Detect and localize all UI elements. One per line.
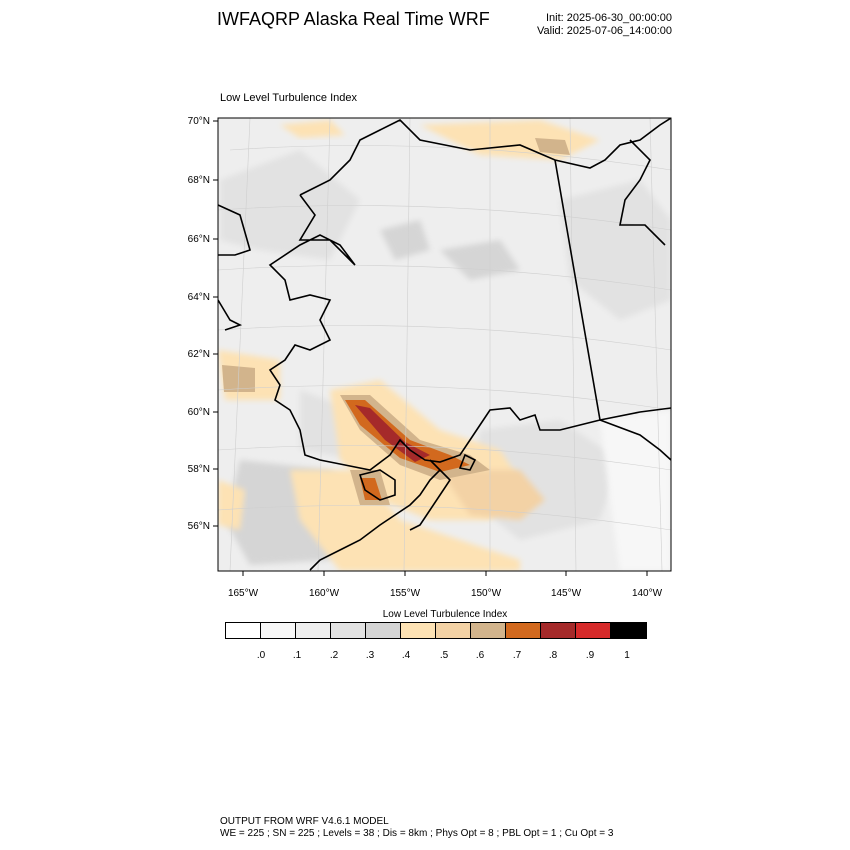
colorbar: [225, 622, 647, 639]
lat-label: 64°N: [188, 292, 210, 303]
colorbar-label: 1: [624, 650, 630, 661]
colorbar-label: .4: [401, 650, 411, 661]
footer-config-line: WE = 225 ; SN = 225 ; Levels = 38 ; Dis …: [220, 828, 614, 839]
lat-label: 66°N: [188, 234, 210, 245]
colorbar-label: .3: [365, 650, 375, 661]
lon-label: 145°W: [551, 588, 582, 599]
turbulence-field: [218, 118, 671, 571]
colorbar-label: .6: [475, 650, 485, 661]
colorbar-label: .9: [585, 650, 595, 661]
colorbar-box: [226, 623, 261, 638]
main-title: IWFAQRP Alaska Real Time WRF: [217, 9, 490, 29]
lon-label: 155°W: [390, 588, 421, 599]
coastline: [218, 118, 671, 571]
colorbar-label: .8: [548, 650, 558, 661]
colorbar-box: [576, 623, 611, 638]
colorbar-box: [471, 623, 506, 638]
run-times: Init: 2025-06-30_00:00:00 Valid: 2025-07…: [537, 12, 672, 38]
lat-label: 60°N: [188, 407, 210, 418]
colorbar-label: .0: [256, 650, 266, 661]
colorbar-box: [541, 623, 576, 638]
lat-label: 70°N: [188, 116, 210, 127]
plot-subtitle: Low Level Turbulence Index: [220, 92, 357, 104]
colorbar-label: .7: [512, 650, 522, 661]
model-footer: OUTPUT FROM WRF V4.6.1 MODEL WE = 225 ; …: [220, 816, 613, 840]
lat-label: 62°N: [188, 349, 210, 360]
lon-label: 160°W: [309, 588, 340, 599]
colorbar-box: [436, 623, 471, 638]
colorbar-box: [506, 623, 541, 638]
lon-label: 140°W: [632, 588, 663, 599]
axis-ticks: [213, 120, 648, 576]
colorbar-box: [611, 623, 646, 638]
colorbar-box: [261, 623, 296, 638]
colorbar-box: [296, 623, 331, 638]
lat-label: 58°N: [188, 464, 210, 475]
colorbar-label: .1: [292, 650, 302, 661]
init-time: Init: 2025-06-30_00:00:00: [546, 12, 672, 24]
valid-time: Valid: 2025-07-06_14:00:00: [537, 25, 672, 37]
colorbar-box: [401, 623, 436, 638]
colorbar-label: .5: [439, 650, 449, 661]
colorbar-box: [366, 623, 401, 638]
footer-model-line: OUTPUT FROM WRF V4.6.1 MODEL: [220, 816, 389, 827]
lat-label: 56°N: [188, 521, 210, 532]
colorbar-title: Low Level Turbulence Index: [382, 609, 508, 620]
colorbar-box: [331, 623, 366, 638]
lon-label: 150°W: [471, 588, 502, 599]
lat-label: 68°N: [188, 175, 210, 186]
lon-label: 165°W: [228, 588, 259, 599]
colorbar-label: .2: [329, 650, 339, 661]
plot-frame: [217, 117, 672, 572]
